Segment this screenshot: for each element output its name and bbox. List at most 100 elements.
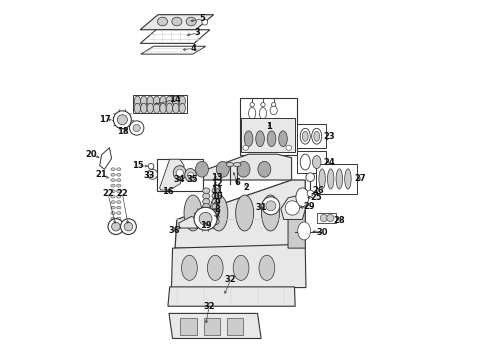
Ellipse shape: [300, 129, 310, 144]
Text: 6: 6: [234, 178, 240, 187]
Ellipse shape: [306, 173, 315, 181]
Ellipse shape: [147, 96, 153, 106]
Ellipse shape: [111, 206, 115, 209]
Polygon shape: [169, 314, 261, 338]
Ellipse shape: [313, 156, 321, 168]
Polygon shape: [242, 118, 295, 152]
Ellipse shape: [166, 103, 172, 113]
Text: 34: 34: [173, 175, 185, 184]
Ellipse shape: [160, 96, 166, 106]
Ellipse shape: [270, 106, 277, 115]
Text: 21: 21: [95, 170, 107, 179]
Ellipse shape: [202, 19, 208, 25]
Ellipse shape: [212, 188, 219, 194]
Text: 5: 5: [200, 14, 206, 23]
Ellipse shape: [111, 212, 115, 215]
Bar: [180, 318, 196, 335]
Bar: [133, 95, 187, 113]
Text: 32: 32: [225, 275, 237, 284]
Text: 4: 4: [191, 44, 196, 53]
Ellipse shape: [212, 209, 219, 215]
Ellipse shape: [117, 190, 121, 193]
Ellipse shape: [216, 161, 229, 177]
Text: 30: 30: [316, 228, 327, 237]
Text: 18: 18: [117, 127, 128, 136]
Polygon shape: [140, 30, 210, 43]
Ellipse shape: [327, 169, 334, 189]
Ellipse shape: [271, 103, 276, 107]
Polygon shape: [168, 287, 295, 306]
Ellipse shape: [258, 161, 271, 177]
Ellipse shape: [186, 17, 196, 26]
Ellipse shape: [112, 222, 120, 231]
Text: 2: 2: [243, 183, 249, 192]
Ellipse shape: [185, 168, 196, 181]
Ellipse shape: [307, 190, 314, 197]
Text: 12: 12: [211, 179, 223, 188]
Text: 22: 22: [117, 189, 128, 198]
Bar: [316, 164, 357, 194]
Ellipse shape: [314, 131, 319, 141]
Ellipse shape: [261, 103, 265, 107]
Polygon shape: [141, 46, 206, 54]
Polygon shape: [172, 244, 306, 288]
Bar: [297, 124, 326, 148]
Ellipse shape: [117, 228, 121, 231]
Ellipse shape: [179, 96, 186, 106]
Ellipse shape: [117, 212, 121, 215]
Ellipse shape: [285, 201, 299, 215]
Text: 35: 35: [187, 175, 198, 184]
Ellipse shape: [129, 121, 144, 135]
Ellipse shape: [237, 161, 250, 177]
Ellipse shape: [259, 255, 275, 280]
Text: 16: 16: [162, 187, 174, 196]
Ellipse shape: [153, 103, 160, 113]
Ellipse shape: [179, 103, 186, 113]
Ellipse shape: [176, 169, 183, 176]
Text: 22: 22: [102, 189, 114, 198]
Ellipse shape: [262, 195, 279, 231]
Ellipse shape: [117, 222, 121, 225]
Ellipse shape: [117, 168, 121, 171]
Ellipse shape: [199, 212, 212, 225]
Ellipse shape: [226, 162, 234, 167]
Ellipse shape: [266, 201, 276, 211]
Text: 7: 7: [214, 211, 220, 220]
Ellipse shape: [141, 96, 147, 106]
Bar: [157, 159, 203, 192]
Text: 8: 8: [214, 205, 220, 214]
Ellipse shape: [196, 161, 208, 177]
Ellipse shape: [203, 219, 210, 225]
Text: 25: 25: [311, 193, 322, 202]
Ellipse shape: [302, 131, 308, 141]
Ellipse shape: [111, 179, 115, 182]
Ellipse shape: [250, 103, 254, 107]
Ellipse shape: [111, 201, 115, 203]
Text: 11: 11: [211, 185, 223, 194]
Ellipse shape: [117, 201, 121, 203]
Ellipse shape: [160, 103, 166, 113]
Text: 24: 24: [323, 158, 335, 167]
Ellipse shape: [117, 179, 121, 182]
Ellipse shape: [134, 96, 141, 106]
Ellipse shape: [243, 145, 248, 150]
Text: 17: 17: [99, 115, 111, 124]
Text: 10: 10: [211, 192, 223, 201]
Ellipse shape: [212, 219, 219, 225]
Ellipse shape: [172, 17, 182, 26]
Ellipse shape: [203, 199, 210, 204]
Ellipse shape: [147, 103, 153, 113]
Text: 14: 14: [169, 95, 181, 104]
Ellipse shape: [300, 154, 310, 170]
Ellipse shape: [298, 222, 311, 240]
Bar: [227, 318, 243, 335]
Ellipse shape: [113, 111, 131, 129]
Ellipse shape: [234, 162, 241, 167]
Ellipse shape: [210, 195, 228, 231]
Polygon shape: [281, 194, 307, 220]
Ellipse shape: [319, 169, 325, 189]
Text: 36: 36: [168, 226, 180, 235]
Text: 3: 3: [195, 28, 200, 37]
Ellipse shape: [111, 222, 115, 225]
Ellipse shape: [166, 96, 172, 106]
